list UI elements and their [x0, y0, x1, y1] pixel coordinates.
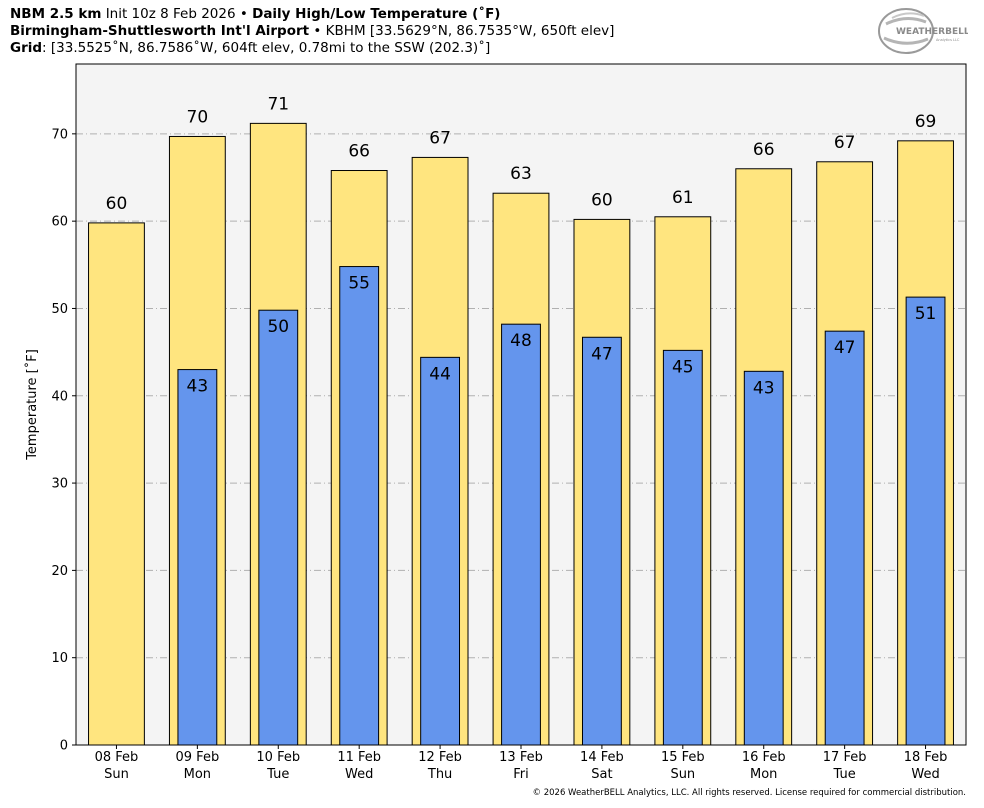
grid-label: Grid	[10, 40, 43, 56]
logo-subtext: Analytics LLC	[936, 38, 960, 42]
logo-text: WEATHERBELL	[896, 27, 968, 37]
x-tick-label-day: Sun	[670, 767, 695, 782]
low-temp-label: 44	[429, 364, 451, 384]
x-tick-label-date: 16 Feb	[742, 750, 786, 765]
high-temp-label: 71	[267, 94, 289, 114]
x-tick-label-day: Tue	[266, 767, 289, 782]
low-temp-bar	[743, 370, 784, 746]
low-temp-label: 47	[834, 338, 856, 358]
y-tick-label: 20	[51, 564, 68, 579]
x-tick-label-day: Wed	[911, 767, 939, 782]
high-temp-label: 63	[510, 164, 532, 184]
x-tick-label-date: 09 Feb	[176, 750, 220, 765]
low-temp-label: 43	[753, 378, 775, 398]
high-temp-label: 66	[753, 140, 775, 160]
low-temp-bar	[824, 330, 865, 746]
product-title: Daily High/Low Temperature (˚F)	[252, 6, 501, 22]
high-temp-label: 67	[429, 128, 451, 148]
low-temp-label: 47	[591, 344, 613, 364]
low-temp-label: 48	[510, 331, 532, 351]
y-tick-label: 60	[51, 215, 68, 230]
station-name: Birmingham-Shuttlesworth Int'l Airport	[10, 23, 310, 39]
high-temp-label: 60	[106, 194, 128, 214]
x-tick-label-date: 18 Feb	[904, 750, 948, 765]
high-temp-label: 67	[834, 133, 856, 153]
header-line-2: Birmingham-Shuttlesworth Int'l Airport •…	[10, 23, 614, 40]
x-tick-label-day: Sun	[104, 767, 129, 782]
low-temp-label: 45	[672, 357, 694, 377]
low-temp-bar	[662, 349, 703, 746]
y-tick-label: 40	[51, 389, 68, 404]
high-temp-label: 69	[915, 112, 937, 132]
high-temp-label: 60	[591, 190, 613, 210]
low-temp-label: 43	[187, 377, 209, 397]
x-tick-label-date: 12 Feb	[418, 750, 462, 765]
separator: •	[239, 6, 248, 22]
y-tick-label: 0	[60, 739, 68, 754]
grid-details: : [33.5525˚N, 86.7586˚W, 604ft elev, 0.7…	[42, 40, 491, 56]
x-tick-label-day: Fri	[513, 767, 529, 782]
high-temp-label: 61	[672, 188, 694, 208]
low-temp-bar	[177, 369, 218, 746]
header-line-1: NBM 2.5 km Init 10z 8 Feb 2026 • Daily H…	[10, 6, 500, 23]
copyright-notice: © 2026 WeatherBELL Analytics, LLC. All r…	[532, 788, 966, 798]
x-tick-label-date: 11 Feb	[337, 750, 381, 765]
low-temp-label: 55	[348, 274, 370, 294]
high-temp-label: 70	[187, 107, 209, 127]
x-tick-label-day: Mon	[184, 767, 211, 782]
x-tick-label-day: Wed	[345, 767, 373, 782]
x-tick-label-day: Tue	[833, 767, 856, 782]
y-tick-label: 70	[51, 127, 68, 142]
plot-frame	[75, 63, 967, 746]
high-temp-bar	[88, 222, 145, 746]
low-temp-label: 51	[915, 304, 937, 324]
low-temp-bar	[258, 309, 299, 746]
low-temp-bar	[905, 296, 946, 746]
y-tick-label: 50	[51, 302, 68, 317]
x-tick-label-date: 17 Feb	[823, 750, 867, 765]
x-tick-label-date: 08 Feb	[95, 750, 139, 765]
init-time: Init 10z 8 Feb 2026	[105, 6, 236, 22]
low-temp-bar	[339, 266, 380, 746]
station-details: KBHM [33.5629°N, 86.7535°W, 650ft elev]	[325, 23, 615, 39]
y-axis-label: Temperature [˚F]	[24, 349, 40, 461]
header-line-3: Grid: [33.5525˚N, 86.7586˚W, 604ft elev,…	[10, 40, 490, 57]
low-temp-label: 50	[267, 317, 289, 337]
x-tick-label-day: Sat	[591, 767, 612, 782]
x-tick-label-date: 15 Feb	[661, 750, 705, 765]
x-tick-label-day: Thu	[427, 767, 452, 782]
low-temp-bar	[581, 336, 622, 746]
low-temp-bar	[420, 356, 461, 746]
y-tick-label: 10	[51, 651, 68, 666]
model-name: NBM 2.5 km	[10, 6, 102, 22]
weatherbell-logo: WEATHERBELL Analytics LLC	[878, 8, 968, 54]
y-tick-label: 30	[51, 477, 68, 492]
high-temp-label: 66	[348, 142, 370, 162]
x-tick-label-date: 14 Feb	[580, 750, 624, 765]
separator: •	[313, 23, 322, 39]
x-tick-label-date: 13 Feb	[499, 750, 543, 765]
low-temp-bar	[501, 323, 541, 746]
x-tick-label-day: Mon	[750, 767, 777, 782]
x-tick-label-date: 10 Feb	[256, 750, 300, 765]
